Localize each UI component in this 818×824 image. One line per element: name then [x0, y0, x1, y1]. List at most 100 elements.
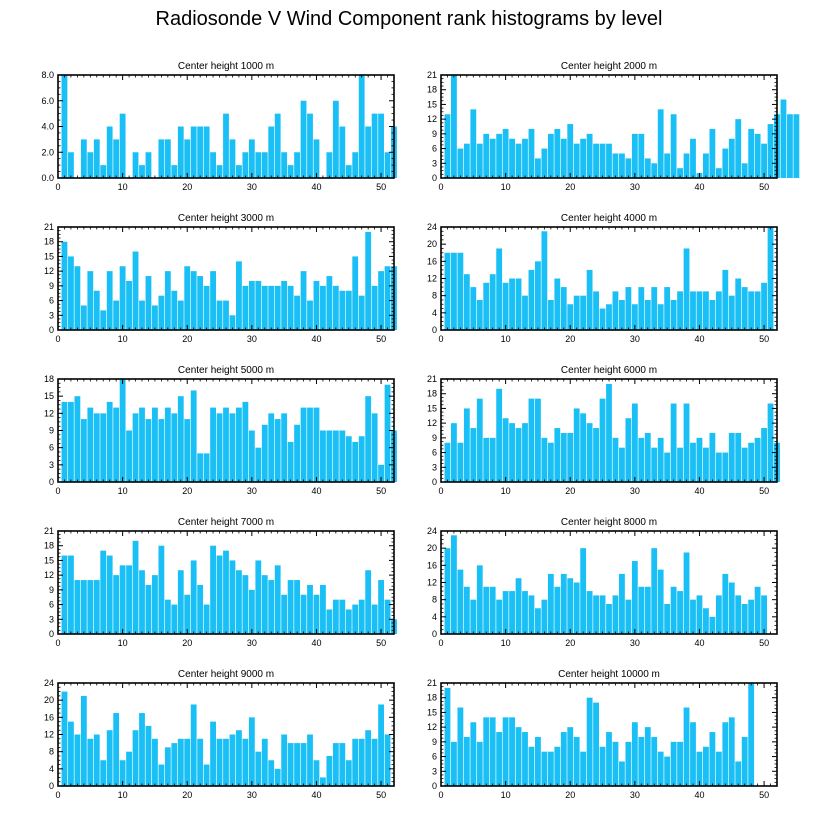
bar: [696, 437, 703, 482]
x-tick-label: 50: [376, 182, 386, 192]
y-tick-label: 0: [432, 325, 437, 335]
panel-9: Center height 9000 m 0 4 8 12 16 20 24 0 10 20 30 40…: [44, 669, 395, 800]
bar: [152, 575, 158, 634]
bar: [599, 398, 606, 482]
bar: [754, 586, 761, 634]
y-tick-label: 0: [49, 781, 54, 791]
bar: [599, 595, 606, 635]
bar: [190, 390, 197, 482]
y-tick-label: 24: [427, 222, 437, 232]
bar: [197, 738, 204, 786]
bar: [463, 736, 470, 786]
x-tick-label: 50: [759, 334, 769, 344]
bar: [332, 285, 339, 330]
bar: [378, 113, 384, 179]
bar: [358, 599, 365, 634]
bar: [229, 734, 236, 786]
bar: [274, 768, 281, 786]
bar: [657, 751, 664, 786]
bar: [509, 278, 515, 330]
bar: [158, 545, 165, 634]
panel-2: Center height 2000 m 0 3 6 9 12 15 18 21 0 10 20 30 4…: [427, 61, 800, 192]
bar: [132, 152, 139, 178]
bar: [631, 403, 638, 482]
y-tick-label: 18: [427, 389, 437, 399]
x-tick-label: 40: [694, 486, 704, 496]
bar: [541, 751, 548, 786]
bar: [683, 153, 690, 178]
x-tick-label: 40: [694, 334, 704, 344]
bar: [599, 746, 606, 786]
bar: [255, 152, 262, 178]
bar: [384, 734, 391, 786]
bar: [728, 717, 735, 786]
bar: [300, 743, 307, 786]
bar: [313, 760, 320, 786]
bar: [87, 580, 94, 634]
bar: [139, 407, 145, 482]
bar: [586, 133, 593, 178]
bar: [502, 717, 509, 786]
bar: [100, 165, 107, 179]
x-tick-label: 30: [630, 790, 640, 800]
x-tick-label: 20: [565, 638, 575, 648]
y-tick-label: 0: [432, 477, 437, 487]
y-tick-label: 15: [427, 403, 437, 413]
bar: [515, 578, 522, 634]
bar: [683, 248, 690, 330]
x-tick-label: 50: [376, 638, 386, 648]
x-tick-label: 30: [247, 638, 257, 648]
bar: [203, 764, 210, 786]
x-tick-label: 0: [438, 182, 443, 192]
bar: [554, 428, 561, 482]
bar: [365, 396, 372, 482]
bar: [268, 580, 275, 634]
bar: [216, 555, 223, 634]
bar: [326, 276, 333, 330]
bar: [248, 430, 255, 482]
bar: [93, 139, 100, 179]
x-tick-label: 0: [55, 486, 60, 496]
y-tick-label: 20: [427, 239, 437, 249]
bar: [119, 379, 126, 482]
bar: [715, 452, 722, 482]
bar: [339, 430, 346, 482]
bar: [606, 603, 612, 634]
bar: [586, 269, 593, 330]
bar: [451, 423, 457, 482]
bar: [184, 594, 191, 634]
x-tick-label: 30: [247, 486, 257, 496]
bar: [345, 760, 352, 786]
y-tick-label: 18: [44, 541, 54, 551]
bar: [657, 109, 664, 178]
bar: [171, 165, 178, 179]
panel-4: Center height 4000 m 0 4 8 12 16 20 24 0 10 20 30 40…: [427, 213, 778, 344]
bar: [132, 730, 139, 786]
bar: [696, 595, 703, 635]
bar: [320, 777, 326, 786]
bar: [580, 413, 587, 482]
y-tick-label: 18: [427, 85, 437, 95]
bar: [690, 291, 696, 331]
bar: [210, 152, 216, 178]
bar: [87, 738, 94, 786]
bar: [638, 287, 645, 330]
bar: [496, 248, 503, 330]
panel-title: Center height 9000 m: [178, 669, 274, 680]
bar: [502, 418, 509, 482]
bar: [535, 398, 541, 482]
bar: [274, 113, 281, 179]
bar: [560, 573, 567, 634]
bar: [741, 163, 748, 178]
bar: [728, 432, 735, 482]
bar: [119, 266, 126, 330]
y-tick-label: 21: [44, 222, 54, 232]
bar: [352, 152, 359, 178]
bar: [580, 548, 587, 634]
bar: [638, 736, 645, 786]
bar: [132, 251, 139, 330]
bar: [619, 299, 625, 330]
x-tick-label: 0: [438, 334, 443, 344]
bar: [522, 732, 528, 786]
bar: [93, 734, 100, 786]
